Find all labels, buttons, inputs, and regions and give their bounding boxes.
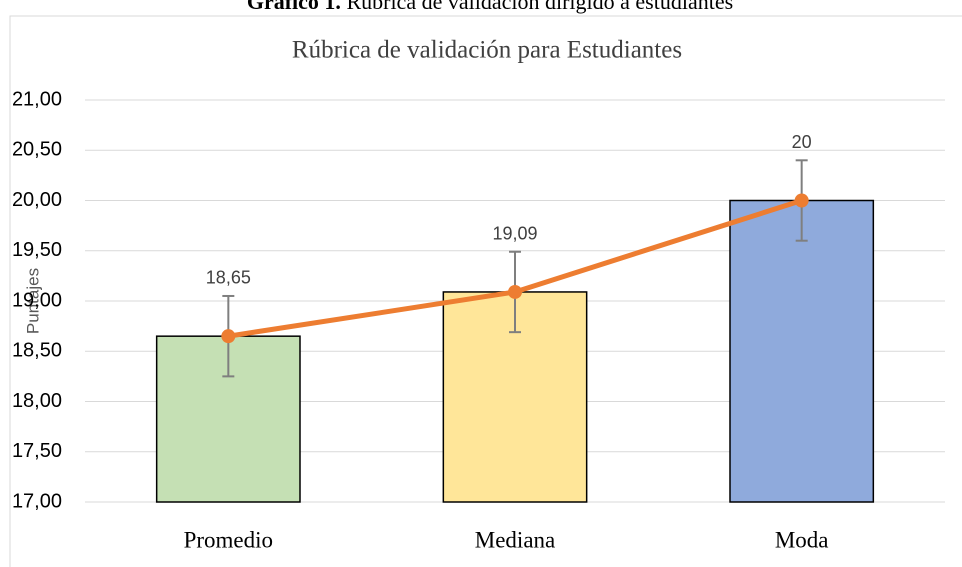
x-tick-label: Mediana — [475, 527, 555, 552]
heading: Gráfico 1. Rúbrica de validación dirigid… — [247, 0, 733, 14]
line-marker — [508, 284, 522, 299]
y-tick-label: 19,50 — [12, 239, 62, 261]
y-tick-label: 20,50 — [12, 139, 62, 161]
y-tick-label: 20,00 — [12, 189, 62, 211]
y-tick-label: 21,00 — [12, 88, 62, 110]
line-marker — [221, 329, 236, 344]
heading-label: Gráfico 1. — [247, 0, 341, 14]
bar — [442, 291, 588, 503]
bar — [729, 199, 875, 503]
heading-text: Rúbrica de validación dirigido a estudia… — [346, 0, 733, 14]
y-axis-label: Puntajes — [23, 268, 42, 334]
y-tick-label: 18,00 — [12, 390, 62, 412]
y-tick-label: 17,00 — [12, 490, 62, 512]
y-tick-label: 19,00 — [12, 289, 62, 311]
data-label: 20 — [792, 132, 812, 152]
y-tick-label: 18,50 — [12, 340, 62, 362]
data-label: 19,09 — [492, 224, 537, 244]
x-tick-label: Promedio — [184, 527, 273, 552]
chart-title: Rúbrica de validación para Estudiantes — [292, 37, 682, 64]
y-tick-label: 17,50 — [12, 440, 62, 462]
data-label: 18,65 — [206, 268, 251, 288]
line-marker — [794, 193, 809, 208]
x-tick-label: Moda — [775, 527, 829, 552]
